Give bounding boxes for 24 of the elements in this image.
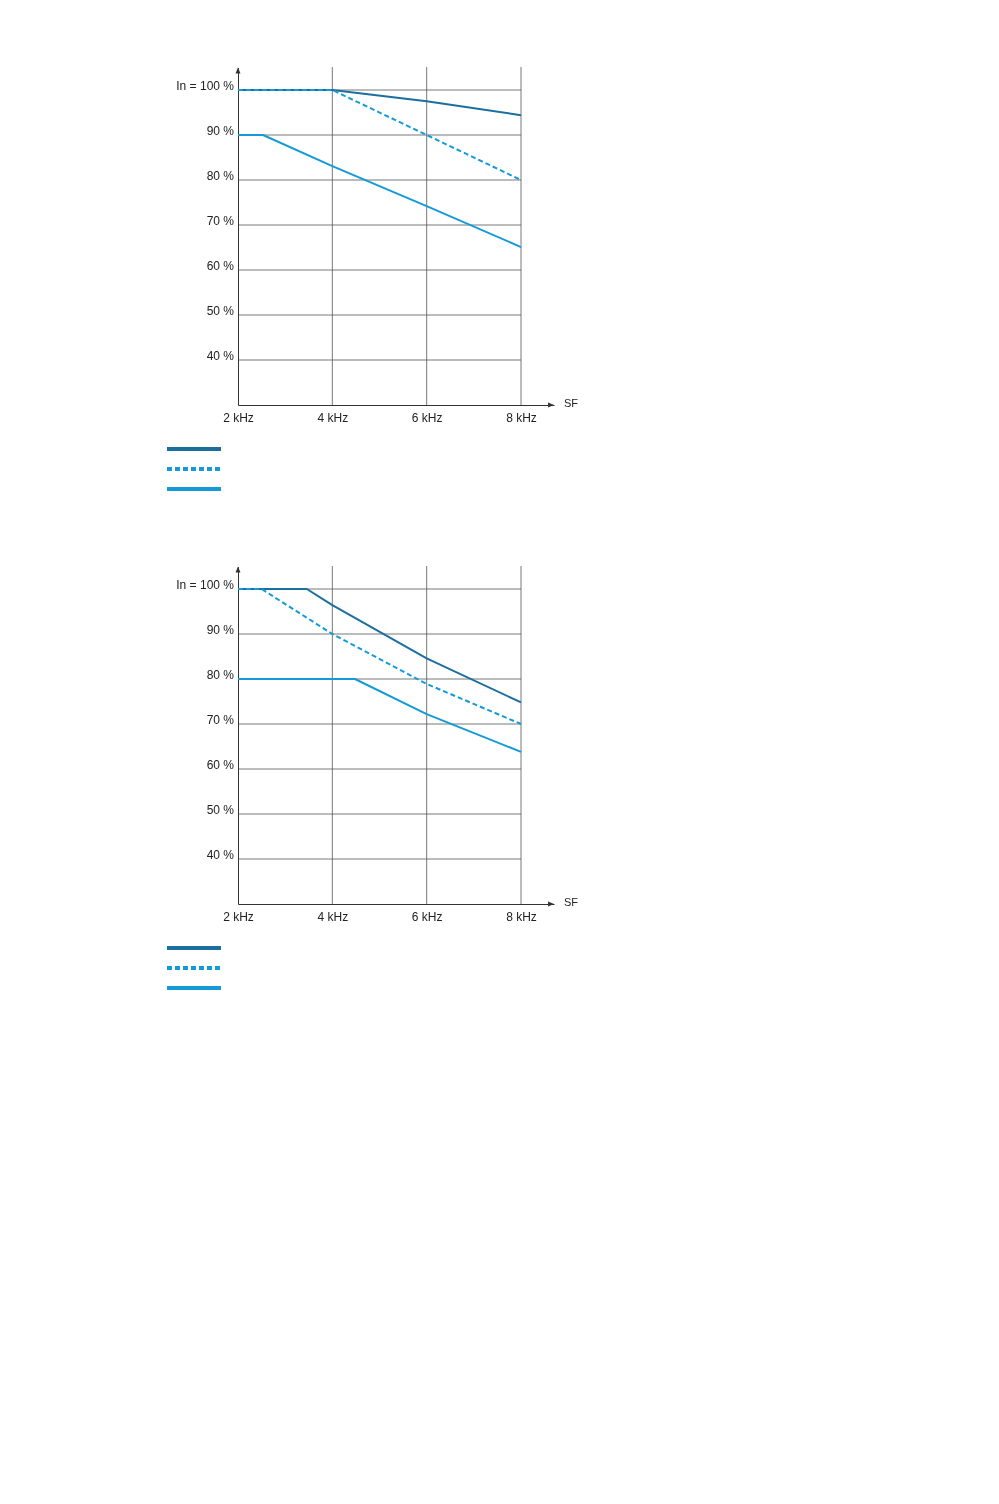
- y-tick-label: In = 100 %: [176, 577, 235, 592]
- y-tick-label: 50 %: [206, 802, 235, 817]
- y-tick-label: 60 %: [206, 258, 235, 273]
- x-tick-label: 4 kHz: [317, 410, 349, 425]
- x-axis-title: SF: [564, 397, 579, 409]
- x-tick-label: 4 kHz: [317, 909, 349, 924]
- x-tick-label: 8 kHz: [506, 410, 537, 425]
- y-tick-label: 40 %: [206, 847, 235, 862]
- y-tick-label: 90 %: [206, 622, 235, 637]
- x-tick-label: 8 kHz: [506, 909, 537, 924]
- x-tick-label: 6 kHz: [411, 410, 443, 425]
- y-tick-label: 90 %: [206, 123, 235, 138]
- y-tick-label: 40 %: [206, 348, 235, 363]
- y-tick-label: 80 %: [206, 168, 235, 183]
- x-tick-label: 6 kHz: [411, 909, 443, 924]
- y-tick-label: 70 %: [206, 213, 235, 228]
- y-tick-label: In = 100 %: [176, 78, 235, 93]
- y-tick-label: 60 %: [206, 757, 235, 772]
- y-tick-label: 70 %: [206, 712, 235, 727]
- y-tick-label: 80 %: [206, 667, 235, 682]
- x-tick-label: 2 kHz: [223, 909, 254, 924]
- x-tick-label: 2 kHz: [223, 410, 254, 425]
- x-axis-title: SF: [564, 896, 579, 908]
- y-tick-label: 50 %: [206, 303, 235, 318]
